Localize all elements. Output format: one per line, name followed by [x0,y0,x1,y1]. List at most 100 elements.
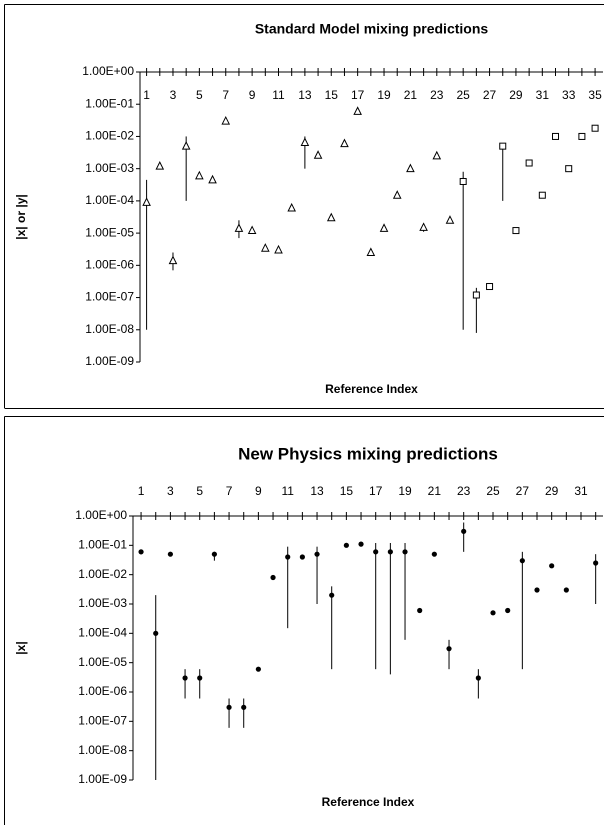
x-tick-label: 5 [196,484,203,498]
panel-frame [4,4,604,409]
y-tick-label: 1.00E-05 [85,225,134,239]
point [138,549,144,555]
point [461,528,467,534]
panel-frame [4,416,604,825]
x-tick-label: 31 [574,484,588,498]
point [387,549,393,555]
x-tick-label: 13 [298,88,312,102]
chart-title: New Physics mixing predictions [238,444,498,463]
point [155,160,165,170]
x-tick-label: 23 [430,88,444,102]
point [221,115,231,125]
x-tick-label: 35 [588,88,602,102]
point [211,551,217,557]
y-tick-label: 1.00E-05 [78,655,127,669]
x-tick-label: 27 [516,484,530,498]
point [153,630,159,636]
y-tick-label: 1.00E-04 [85,193,134,207]
y-tick-label: 1.00E-01 [78,538,127,552]
point [329,592,335,598]
y-tick-label: 1.00E+00 [82,64,134,78]
point [270,574,276,581]
point [181,141,191,150]
x-tick-label: 33 [562,88,576,102]
point [313,150,323,159]
point [505,607,511,614]
point [197,675,203,681]
x-tick-label: 3 [167,484,174,498]
x-tick-label: 13 [310,484,324,498]
x-tick-label: 29 [545,484,559,498]
x-tick-label: 25 [456,88,470,102]
x-tick-label: 11 [272,88,285,102]
x-tick-label: 1 [143,88,150,102]
point [593,560,599,566]
y-tick-label: 1.00E-06 [85,258,134,272]
point [299,554,305,560]
point [490,610,496,616]
point [261,243,270,252]
x-tick-label: 3 [170,88,177,102]
point [402,549,408,555]
point [241,704,247,710]
point [142,197,151,206]
point [525,159,533,167]
x-tick-label: 9 [255,484,262,498]
point [475,675,481,681]
y-tick-label: 1.00E-07 [85,290,134,304]
point [406,163,415,173]
point [379,223,389,232]
y-tick-label: 1.00E-02 [78,567,127,581]
point [431,551,437,557]
y-tick-label: 1.00E-03 [78,596,127,610]
x-tick-label: 15 [325,88,339,102]
point [182,675,188,681]
y-tick-label: 1.00E+00 [75,508,127,522]
point [552,132,560,140]
point [300,137,310,146]
point [565,165,573,173]
point [247,225,257,235]
point [208,174,217,184]
y-tick-label: 1.00E-03 [85,161,134,175]
point [519,558,525,564]
x-axis-label: Reference Index [322,795,415,809]
point [234,223,244,232]
point [353,106,362,115]
x-tick-label: 11 [281,484,294,498]
y-tick-label: 1.00E-08 [78,743,127,757]
x-tick-label: 21 [428,484,442,498]
chart-title: Standard Model mixing predictions [255,21,489,37]
x-tick-label: 19 [398,484,412,498]
point [195,170,204,180]
point [285,554,291,560]
point [226,704,232,710]
point [534,587,540,593]
point [417,607,423,614]
x-tick-label: 27 [483,88,497,102]
x-tick-label: 15 [340,484,354,498]
x-tick-label: 25 [486,484,500,498]
y-tick-label: 1.00E-07 [78,714,127,728]
x-tick-label: 17 [369,484,383,498]
x-tick-label: 7 [226,484,233,498]
point [578,132,586,140]
point [549,563,555,569]
y-tick-label: 1.00E-02 [85,129,134,143]
point [563,587,569,593]
point [512,227,520,235]
point [358,541,364,547]
point [366,247,376,257]
point [343,542,349,548]
x-tick-label: 21 [404,88,418,102]
y-tick-label: 1.00E-08 [85,322,134,336]
point [446,646,452,652]
point [499,142,507,150]
point [419,222,428,231]
point [538,191,546,199]
point [168,255,178,265]
y-tick-label: 1.00E-01 [85,96,134,110]
x-axis-label: Reference Index [325,382,418,396]
point [392,190,402,199]
x-tick-label: 9 [249,88,256,102]
